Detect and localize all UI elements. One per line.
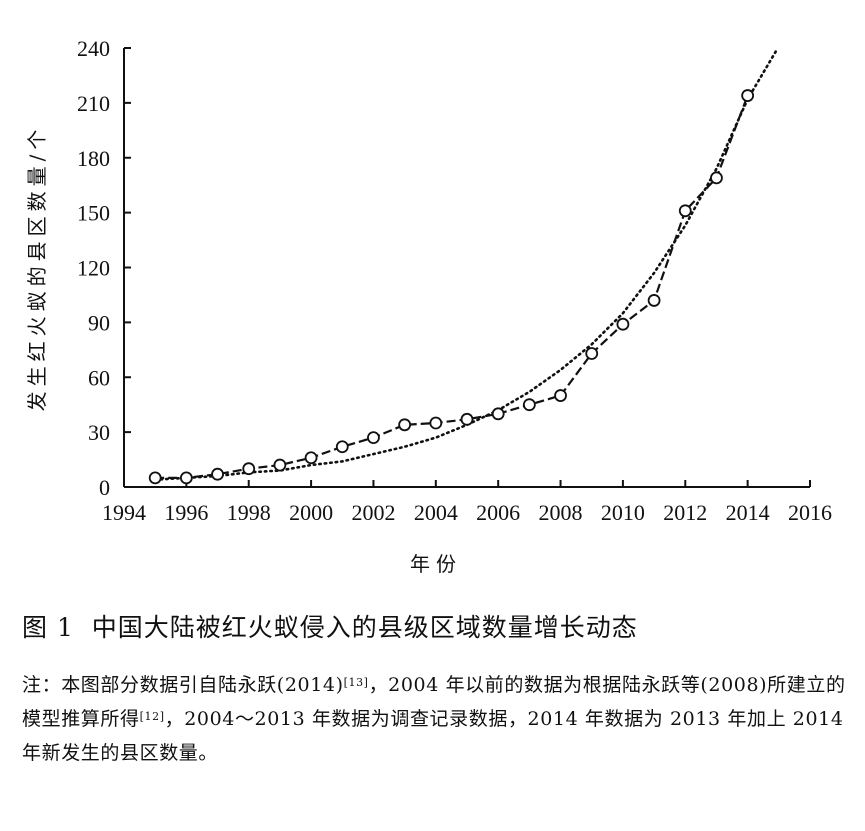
y-axis-title: 发生红火蚁的县区数量/个: [25, 125, 49, 412]
observed-point: [741, 89, 755, 102]
x-tick-label: 1998: [227, 500, 271, 525]
x-tick-label: 2004: [414, 500, 458, 525]
figure-label: 图 1: [22, 613, 74, 642]
observed-line: [155, 95, 749, 479]
note-part-3: ，2004～2013 年数据为调查记录数据，2014 年数据为 2013 年加上…: [22, 708, 844, 764]
y-tick-label: 30: [88, 420, 110, 445]
x-axis-title: 年份: [410, 552, 462, 576]
observed-point: [491, 407, 505, 421]
observed-point: [148, 471, 162, 485]
series-layer: [148, 50, 777, 485]
x-tick-label: 2002: [351, 500, 395, 525]
observed-point: [335, 440, 349, 454]
y-tick-label: 120: [77, 256, 110, 281]
figure-title: 中国大陆被红火蚁侵入的县级区域数量增长动态: [91, 613, 638, 642]
figure-caption: 图 1 中国大陆被红火蚁侵入的县级区域数量增长动态: [22, 608, 852, 644]
observed-point: [678, 204, 692, 218]
x-axis: 1994 1996 1998 2000 2002 2004 2006 2008 2010 2012…: [102, 480, 832, 525]
x-tick-label: 2008: [539, 500, 583, 525]
y-tick-label: 0: [99, 475, 110, 500]
chart: 1994 1996 1998 2000 2002 2004 2006 2008 2010 2012…: [25, 36, 832, 576]
observed-point: [522, 398, 536, 412]
observed-point: [398, 418, 412, 432]
observed-point: [616, 317, 630, 331]
x-tick-label: 2000: [289, 500, 333, 525]
observed-point: [304, 451, 318, 465]
x-tick-label: 2012: [663, 500, 707, 525]
y-tick-label: 90: [88, 310, 110, 335]
observed-point: [367, 431, 380, 445]
note-ref-2: [12]: [139, 710, 165, 723]
observed-point: [211, 467, 224, 481]
note-part-1: 注：本图部分数据引自陆永跃(2014): [22, 674, 344, 696]
note-part-2: ，2004 年以前的数据为根据陆永跃等(2008)所建立的模型推算所得: [22, 674, 846, 730]
y-tick-label: 240: [77, 36, 110, 61]
observed-point: [585, 347, 599, 360]
y-tick-label: 150: [77, 201, 110, 226]
x-tick-label: 1994: [102, 500, 146, 525]
y-tick-label: 60: [88, 365, 110, 390]
observed-point: [554, 389, 567, 402]
figure-note: 注：本图部分数据引自陆永跃(2014)[13]，2004 年以前的数据为根据陆永…: [22, 668, 847, 770]
y-axis: 0 30 60 90 120 150 180 210 240: [77, 36, 131, 500]
x-tick-label: 2014: [726, 500, 770, 525]
observed-point: [429, 416, 443, 430]
observed-point: [242, 462, 256, 476]
y-tick-label: 210: [77, 91, 110, 116]
observed-point: [647, 294, 661, 307]
observed-point: [179, 471, 193, 485]
note-ref-1: [13]: [343, 676, 369, 689]
observed-point: [273, 458, 287, 472]
x-tick-label: 2016: [788, 500, 832, 525]
y-tick-label: 180: [77, 146, 110, 171]
x-tick-label: 1996: [164, 500, 208, 525]
observed-point: [710, 171, 723, 185]
observed-point: [460, 412, 474, 426]
x-tick-label: 2006: [476, 500, 520, 525]
x-tick-label: 2010: [601, 500, 645, 525]
